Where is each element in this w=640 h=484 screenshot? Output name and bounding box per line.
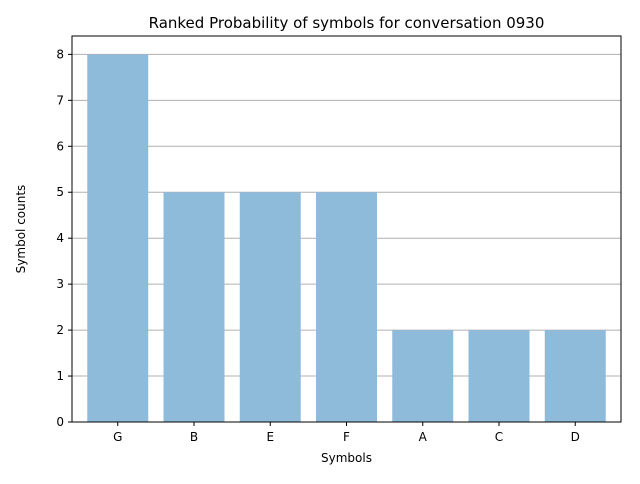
bar-D	[544, 330, 606, 422]
x-axis-label: Symbols	[321, 451, 372, 465]
bar-B	[163, 192, 225, 422]
x-tick-label: D	[571, 430, 580, 444]
y-tick-label: 8	[56, 47, 64, 61]
y-tick-label: 5	[56, 185, 64, 199]
y-tick-label: 0	[56, 415, 64, 429]
x-tick-label: C	[495, 430, 503, 444]
x-tick-label: F	[343, 430, 350, 444]
bar-G	[87, 54, 149, 422]
chart-title: Ranked Probability of symbols for conver…	[149, 14, 545, 32]
x-tick-label: B	[190, 430, 198, 444]
bar-A	[392, 330, 454, 422]
y-tick-label: 3	[56, 277, 64, 291]
y-tick-label: 7	[56, 93, 64, 107]
y-tick-label: 1	[56, 369, 64, 383]
bar-layer	[87, 54, 606, 422]
bar-C	[468, 330, 530, 422]
bar-E	[239, 192, 301, 422]
y-tick-label: 4	[56, 231, 64, 245]
x-tick-label: A	[419, 430, 428, 444]
bar-F	[316, 192, 377, 422]
y-axis-label: Symbol counts	[14, 185, 28, 274]
x-tick-label: G	[113, 430, 122, 444]
x-tick-label: E	[266, 430, 274, 444]
y-axis-ticks: 0 1 2 3 4 5 6 7 8	[56, 47, 72, 429]
y-tick-label: 2	[56, 323, 64, 337]
y-tick-label: 6	[56, 139, 64, 153]
